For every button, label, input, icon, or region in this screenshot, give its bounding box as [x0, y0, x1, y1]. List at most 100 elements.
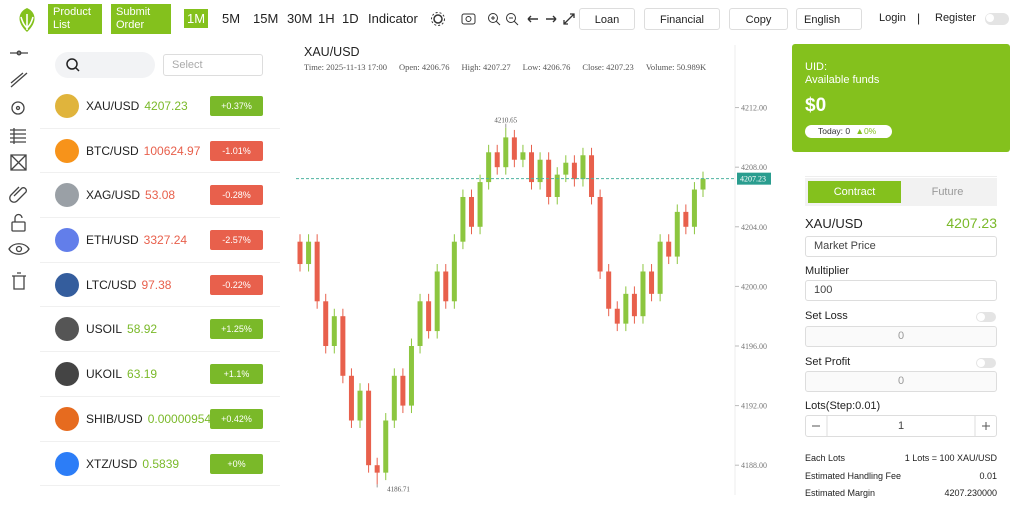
- candle-body: [460, 196, 466, 242]
- set-profit-label: Set Profit: [805, 356, 851, 368]
- product-icon: [55, 451, 79, 476]
- profit-value: 0: [897, 375, 905, 387]
- last-price-label: 4207.23: [740, 175, 766, 184]
- last-price-box: [737, 172, 771, 185]
- loss-input[interactable]: 0: [805, 326, 997, 347]
- financial-label: Financial: [659, 14, 705, 26]
- candle-body: [383, 420, 389, 473]
- timeframe-button[interactable]: 1D: [342, 11, 359, 26]
- submit-order-button[interactable]: Submit Order: [111, 4, 171, 34]
- y-tick-label: 4196.00: [741, 342, 767, 351]
- login-link[interactable]: Login: [879, 12, 906, 24]
- logo[interactable]: [12, 6, 42, 34]
- y-tick-label: 4208.00: [741, 163, 767, 172]
- product-row[interactable]: XAG/USD 53.08 -0.28%: [40, 173, 280, 219]
- timeframe-button[interactable]: 15M: [253, 11, 279, 26]
- product-price: 58.92: [127, 322, 158, 337]
- product-text: XAU/USD 4207.23: [86, 99, 188, 113]
- detail-label: Estimated Margin: [805, 488, 876, 498]
- y-tick-label: 4200.00: [741, 282, 767, 291]
- detail-label: Estimated Handling Fee: [805, 470, 902, 481]
- language-select[interactable]: English: [796, 8, 862, 30]
- order-form: Contract Future XAU/USD 4207.23 Market P…: [805, 176, 997, 507]
- order-type-select[interactable]: Market Price: [805, 236, 997, 257]
- product-row[interactable]: BTC/USD 100624.97 -1.01%: [40, 129, 280, 174]
- category-select[interactable]: Select: [163, 54, 263, 76]
- product-icon: [55, 272, 79, 297]
- product-price: 53.08: [145, 188, 176, 203]
- detail-label: Each Lots: [805, 453, 846, 463]
- detail-value: 1 Lots = 100 XAU/USD: [904, 453, 997, 463]
- candle-body: [691, 189, 697, 227]
- candlestick-chart[interactable]: 4212.00 4208.00 4204.00 4200.00 4196.00 4192.…: [0, 0, 785, 495]
- future-tab[interactable]: Future: [931, 186, 964, 198]
- candle-body: [683, 211, 689, 227]
- product-row[interactable]: USOIL 58.92 +1.25%: [40, 307, 280, 353]
- multiplier-value: 100: [814, 284, 833, 296]
- loan-button[interactable]: Loan: [579, 8, 635, 30]
- profit-input[interactable]: 0: [805, 371, 997, 392]
- theme-toggle[interactable]: [985, 13, 1009, 25]
- timeframe-button[interactable]: 1H: [318, 11, 335, 26]
- today-pill: Today: 0 ▲0%: [805, 125, 892, 138]
- product-row[interactable]: XAU/USD 4207.23 +0.37%: [40, 84, 280, 129]
- timeframe-button[interactable]: 1M: [184, 9, 209, 28]
- candle-body: [400, 375, 406, 406]
- page: Product List Submit Order Indicator Loan…: [0, 0, 1010, 498]
- set-loss-toggle[interactable]: [976, 312, 996, 322]
- contract-tab[interactable]: Contract: [808, 181, 901, 203]
- candle-body: [700, 178, 706, 190]
- product-price: 97.38: [141, 277, 172, 292]
- product-change: +0%: [210, 453, 263, 474]
- product-change: +0.42%: [210, 408, 263, 429]
- drawing-toolbar[interactable]: [6, 42, 32, 294]
- info-item: Low: 4206.76: [522, 62, 571, 72]
- ohlc-info: Time: 2025-11-13 17:00 Open: 4206.76 High:…: [304, 62, 718, 72]
- candle-body: [297, 241, 303, 265]
- candle-body: [306, 241, 312, 265]
- product-list-button[interactable]: Product List: [48, 4, 102, 34]
- candle-body: [640, 271, 646, 317]
- candle-body: [657, 241, 663, 294]
- candle-body: [503, 137, 509, 168]
- product-row[interactable]: ETH/USD 3327.24 -2.57%: [40, 218, 280, 263]
- lots-stepper[interactable]: [805, 415, 997, 437]
- funds-label: Available funds: [805, 74, 880, 86]
- register-link[interactable]: Register: [935, 12, 976, 24]
- product-price: 0.00000954: [147, 411, 212, 426]
- timeframe-button[interactable]: 30M: [287, 11, 313, 26]
- candle-body: [494, 152, 500, 168]
- product-price: 0.5839: [142, 456, 180, 471]
- y-tick-label: 4204.00: [741, 223, 767, 232]
- candle-body: [666, 241, 672, 257]
- candle-body: [537, 159, 543, 183]
- timeframe-button[interactable]: 5M: [222, 11, 241, 26]
- info-item: Close: 4207.23: [582, 62, 634, 72]
- candle-body: [477, 182, 483, 227]
- info-item: High: 4207.27: [461, 62, 511, 72]
- chart-tools[interactable]: [430, 10, 580, 28]
- product-row[interactable]: XTZ/USD 0.5839 +0%: [40, 442, 280, 487]
- search-box[interactable]: [55, 52, 155, 78]
- product-change: +1.1%: [210, 364, 263, 385]
- candle-body: [674, 211, 680, 257]
- candle-body: [366, 390, 372, 466]
- product-row[interactable]: LTC/USD 97.38 -0.22%: [40, 263, 280, 308]
- candle-body: [426, 301, 432, 332]
- product-row[interactable]: UKOIL 63.19 +1.1%: [40, 352, 280, 397]
- candle-body: [340, 316, 346, 376]
- indicator-button[interactable]: Indicator: [368, 11, 418, 26]
- product-text: BTC/USD 100624.97: [86, 144, 200, 158]
- info-item: Time: 2025-11-13 17:00: [304, 62, 387, 72]
- set-profit-toggle[interactable]: [976, 358, 996, 368]
- copy-button[interactable]: Copy: [729, 8, 788, 30]
- financial-button[interactable]: Financial: [644, 8, 720, 30]
- lots-input[interactable]: 1: [805, 415, 997, 437]
- product-change: -2.57%: [210, 230, 263, 251]
- product-text: SHIB/USD 0.00000954: [86, 412, 211, 426]
- product-name: XAG/USD: [86, 188, 141, 203]
- product-icon: [55, 362, 79, 387]
- candle-body: [417, 301, 423, 346]
- multiplier-select[interactable]: 100: [805, 280, 997, 301]
- product-row[interactable]: SHIB/USD 0.00000954 +0.42%: [40, 397, 280, 442]
